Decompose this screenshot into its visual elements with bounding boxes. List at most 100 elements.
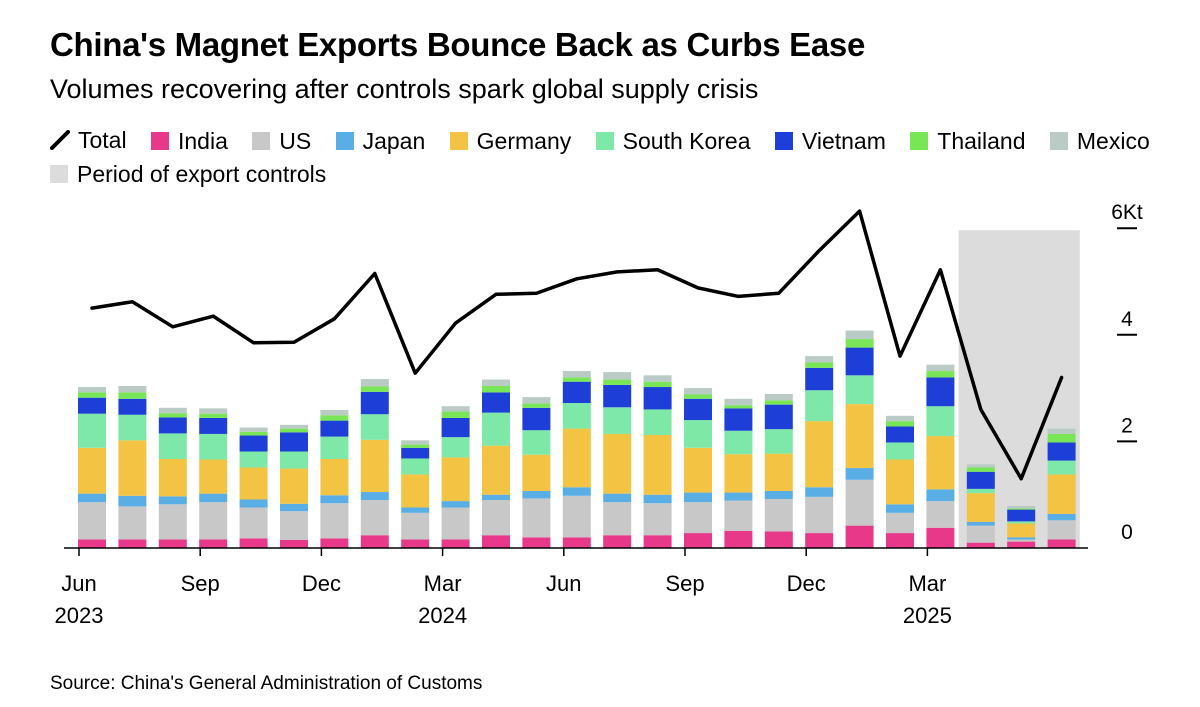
bar-segment-germany (118, 440, 147, 496)
bar-segment-germany (805, 421, 834, 488)
bar-segment-germany (280, 468, 308, 504)
bar-segment-japan (966, 521, 995, 526)
x-tick-year-label: 2024 (418, 603, 467, 628)
bar-segment-india (280, 540, 308, 548)
bar-segment-south-korea (562, 403, 591, 429)
x-tick-label: Sep (181, 571, 220, 596)
bar-segment-thailand (401, 444, 430, 448)
bar-segment-mexico (1007, 505, 1036, 509)
bar-segment-japan (360, 492, 389, 501)
bar-segment-us (78, 502, 106, 540)
bar-segment-japan (805, 487, 834, 497)
bar-segment-thailand (360, 386, 389, 392)
bar-segment-thailand (482, 385, 510, 393)
bar-segment-us (845, 479, 874, 526)
bar-segment-us (643, 503, 672, 536)
bar-segment-south-korea (401, 458, 430, 475)
bar-segment-us (360, 500, 389, 536)
bar-segment-mexico (522, 397, 551, 404)
y-tick-label: 4 (1121, 308, 1133, 331)
bar-segment-thailand (320, 415, 349, 421)
bar-segment-south-korea (1047, 460, 1076, 475)
x-tick-label: Jun (546, 571, 581, 596)
x-tick-label: Dec (302, 571, 341, 596)
bar-segment-thailand (724, 405, 753, 409)
bar-segment-mexico (118, 385, 147, 393)
legend-item-us: US (252, 125, 311, 157)
bar-segment-vietnam (845, 347, 874, 376)
bar-segment-mexico (280, 424, 308, 429)
bar-segment-south-korea (78, 413, 106, 448)
bar-segment-south-korea (441, 437, 470, 458)
bar-segment-us (764, 498, 793, 532)
bar-segment-south-korea (280, 451, 308, 469)
bar-segment-vietnam (320, 420, 349, 437)
bar-segment-thailand (886, 421, 914, 427)
bar-segment-south-korea (1007, 521, 1036, 524)
bar-segment-india (199, 539, 228, 548)
bar-segment-us (401, 512, 430, 540)
legend-label: Total (78, 127, 127, 153)
bar-segment-vietnam (1007, 509, 1036, 522)
bar-segment-germany (320, 458, 349, 496)
y-tick-label: 6Kt (1111, 201, 1143, 224)
bar-segment-germany (360, 439, 389, 493)
bar-segment-thailand (1047, 433, 1076, 443)
bar-segment-mexico (562, 371, 591, 378)
legend-label: Vietnam (801, 128, 886, 154)
legend-item-japan: Japan (335, 125, 425, 157)
legend-label: South Korea (622, 128, 751, 154)
bar-segment-vietnam (926, 377, 955, 407)
chart-subtitle: Volumes recovering after controls spark … (50, 74, 759, 104)
bar-segment-vietnam (603, 384, 632, 408)
chart-source: Source: China's General Administration o… (50, 673, 483, 694)
bar-segment-germany (401, 474, 430, 508)
bar-segment-japan (764, 490, 793, 499)
bar-segment-thailand (764, 400, 793, 405)
bar-segment-thailand (805, 362, 834, 368)
bar-segment-south-korea (724, 430, 753, 455)
bar-segment-japan (562, 487, 591, 496)
bar-segment-vietnam (966, 471, 995, 489)
bar-segment-india (118, 539, 147, 548)
legend: Total India US Japan Germany South Korea… (50, 124, 1170, 191)
bar-segment-mexico (886, 415, 914, 422)
bar-segment-vietnam (764, 404, 793, 430)
bar-segment-us (199, 502, 228, 540)
bar-segment-india (562, 537, 591, 548)
bar-segment-japan (1047, 513, 1076, 521)
bar-segment-japan (926, 489, 955, 502)
bar-segment-us (522, 498, 551, 538)
legend-label: Mexico (1076, 128, 1150, 154)
bar-segment-us (724, 500, 753, 531)
bar-segment-thailand (522, 403, 551, 408)
bar-segment-mexico (158, 407, 187, 414)
bar-segment-south-korea (603, 407, 632, 434)
bar-segment-mexico (764, 393, 793, 401)
legend-swatch (335, 132, 354, 150)
bar-segment-us (118, 506, 147, 540)
bar-segment-us (886, 512, 914, 534)
legend-swatch (910, 132, 929, 150)
bar-segment-india (845, 525, 874, 548)
bar-segment-japan (320, 495, 349, 504)
bar-segment-vietnam (886, 426, 914, 443)
bar-segment-japan (78, 493, 106, 503)
bar-segment-us (320, 503, 349, 539)
bar-segment-south-korea (845, 375, 874, 405)
x-tick-year-label: 2025 (903, 603, 952, 628)
bar-segment-germany (764, 453, 793, 491)
bar-segment-japan (199, 493, 228, 503)
bar-segment-india (360, 535, 389, 548)
bar-segment-vietnam (643, 387, 672, 410)
bar-segment-us (562, 495, 591, 538)
bar-segment-south-korea (643, 409, 672, 436)
bar-segment-south-korea (360, 414, 389, 440)
bar-segment-south-korea (886, 442, 914, 460)
bar-segment-india (441, 539, 470, 548)
bar-segment-india (926, 527, 955, 548)
bar-segment-us (158, 504, 187, 540)
bar-segment-mexico (845, 330, 874, 340)
bar-segment-thailand (926, 371, 955, 378)
